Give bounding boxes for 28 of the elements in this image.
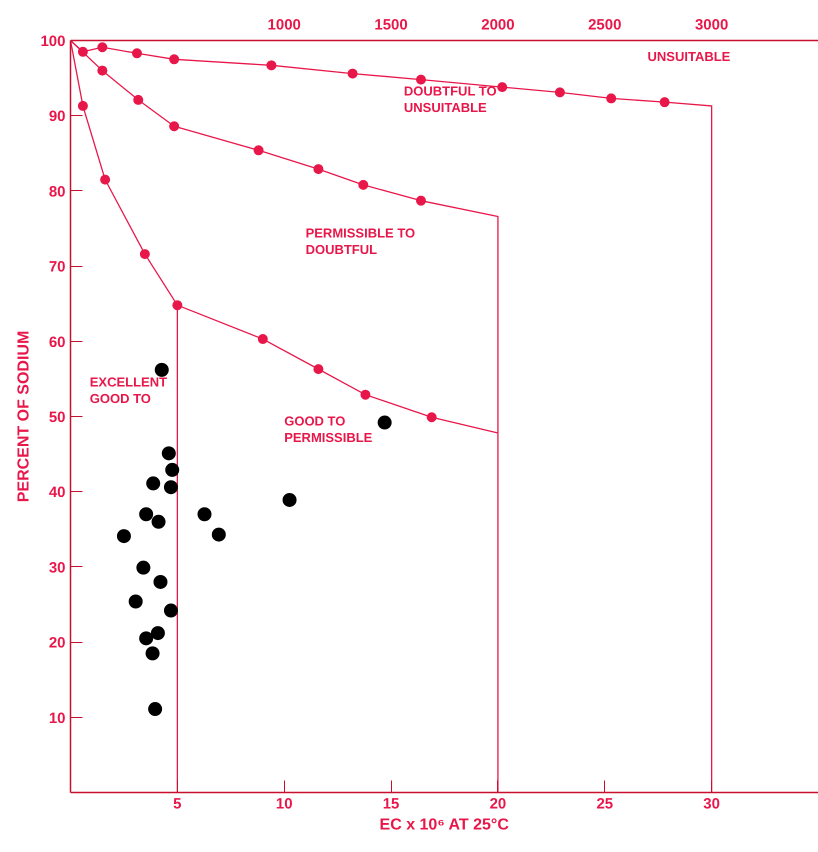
- x-tick-label: 10: [276, 796, 293, 812]
- y-tick-label: 60: [48, 334, 66, 351]
- y-tick-label: 30: [48, 559, 66, 576]
- y-tick-label: 100: [40, 33, 66, 50]
- y-tick-label: 40: [48, 484, 66, 502]
- x2-tick-label: 1500: [374, 16, 408, 34]
- y-tick-label: 80: [48, 183, 66, 200]
- y-tick-label: 20: [48, 634, 66, 652]
- x-tick-label: 25: [596, 796, 614, 812]
- x-tick-label: 15: [382, 796, 400, 812]
- x2-tick-label: 2500: [588, 16, 622, 34]
- y-tick-label: 10: [48, 710, 66, 727]
- annotation: DOUBTFUL TO UNSUITABLE: [404, 83, 497, 115]
- y-tick-label: 90: [48, 108, 66, 126]
- x-tick-label: 30: [703, 796, 720, 812]
- y-tick-label: 70: [48, 258, 66, 276]
- annotation: EXCELLENT GOOD TO: [90, 374, 168, 406]
- x-tick-label: 5: [173, 796, 182, 812]
- annotation: PERMISSIBLE TO DOUBTFUL: [306, 226, 416, 258]
- x2-tick-label: 2000: [481, 16, 515, 34]
- x-axis-title: EC x 10⁶ AT 25°C: [380, 816, 510, 834]
- x2-tick-label: 1000: [268, 16, 301, 34]
- y-axis-title: PERCENT OF SODIUM: [15, 330, 32, 502]
- y-tick-label: 50: [48, 409, 66, 426]
- x2-tick-label: 3000: [694, 16, 728, 34]
- annotation: GOOD TO PERMISSIBLE: [284, 414, 373, 446]
- annotation: UNSUITABLE: [648, 48, 731, 64]
- x-tick-label: 20: [490, 796, 506, 812]
